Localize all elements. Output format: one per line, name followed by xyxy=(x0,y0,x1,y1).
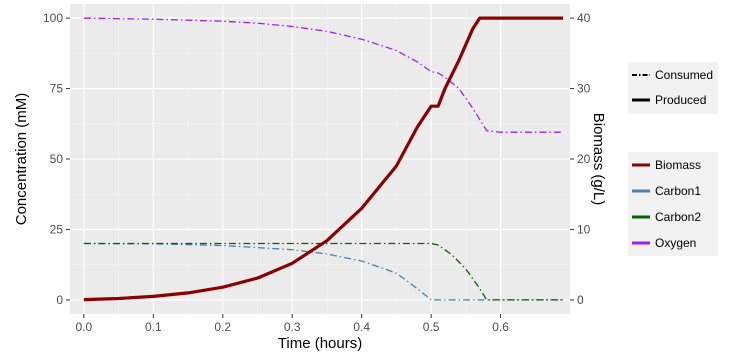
y-tick-label: 50 xyxy=(50,152,64,166)
color-legend-label: Biomass xyxy=(655,158,701,172)
color-legend-box xyxy=(628,152,718,256)
y2-tick-label: 10 xyxy=(577,222,591,236)
y-tick-label: 0 xyxy=(56,293,63,307)
color-legend-label: Oxygen xyxy=(655,236,696,250)
y-tick-label: 100 xyxy=(43,11,63,25)
linetype-legend-label: Produced xyxy=(655,93,706,107)
y-tick-label: 25 xyxy=(50,222,64,236)
x-tick-label: 0.0 xyxy=(76,320,93,334)
y2-tick-label: 40 xyxy=(577,11,591,25)
y-axis-title: Concentration (mM) xyxy=(13,93,30,226)
color-legend-label: Carbon1 xyxy=(655,184,701,198)
series-line-biomass xyxy=(83,16,564,302)
legend: Consumed Produced Biomass Carbon1 Carbon2 Oxy… xyxy=(628,62,718,256)
y-tick-label: 75 xyxy=(50,82,64,96)
x-tick-label: 0.1 xyxy=(145,320,162,334)
series-layer xyxy=(83,16,564,302)
series-line-carbon2 xyxy=(83,242,564,301)
x-axis-title: Time (hours) xyxy=(278,335,362,352)
x-tick-label: 0.4 xyxy=(353,320,370,334)
y2-tick-label: 30 xyxy=(577,82,591,96)
x-tick-label: 0.6 xyxy=(492,320,509,334)
x-tick-label: 0.3 xyxy=(284,320,301,334)
grid-lines xyxy=(70,4,570,314)
y2-axis-title: Biomass (g/L) xyxy=(590,113,607,206)
y2-tick-label: 0 xyxy=(577,293,584,307)
y2-tick-label: 20 xyxy=(577,152,591,166)
x-tick-label: 0.2 xyxy=(214,320,231,334)
series-line-carbon1 xyxy=(83,242,564,301)
linetype-legend-label: Consumed xyxy=(655,68,713,82)
color-legend-label: Carbon2 xyxy=(655,210,701,224)
linetype-legend-box xyxy=(628,62,718,114)
axes: 0.0 0.1 0.2 0.3 0.4 0.5 0.6 0 25 50 75 100 0 10 20 30 40 xyxy=(43,11,591,334)
x-tick-label: 0.5 xyxy=(423,320,440,334)
